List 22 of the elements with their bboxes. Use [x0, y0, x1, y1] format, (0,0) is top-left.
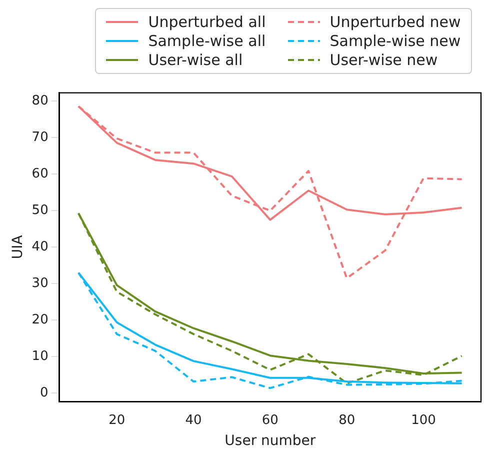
y-tick-label: 10: [32, 349, 48, 364]
x-tick-label: 80: [338, 412, 356, 428]
legend-label: User-wise new: [330, 51, 438, 69]
y-tick-label: 60: [32, 166, 48, 182]
x-tick-label: 20: [108, 412, 126, 428]
y-tick-label: 0: [40, 386, 48, 401]
legend-label: User-wise all: [148, 51, 243, 69]
y-tick-label: 70: [32, 130, 48, 146]
x-tick-label: 100: [411, 412, 436, 428]
y-axis-title: UIA: [10, 234, 26, 260]
y-tick-label: 20: [32, 312, 48, 328]
y-tick-label: 40: [32, 240, 48, 255]
y-tick-label: 50: [32, 203, 48, 218]
legend-label: Unperturbed all: [148, 13, 266, 31]
y-tick-label: 30: [32, 276, 48, 292]
x-axis-title: User number: [224, 433, 316, 450]
x-tick-label: 40: [185, 412, 202, 428]
legend-label: Unperturbed new: [330, 13, 461, 31]
y-tick-label: 80: [32, 94, 48, 109]
legend-label: Sample-wise new: [330, 32, 461, 50]
x-tick-label: 60: [262, 412, 278, 428]
legend-label: Sample-wise all: [148, 32, 266, 50]
